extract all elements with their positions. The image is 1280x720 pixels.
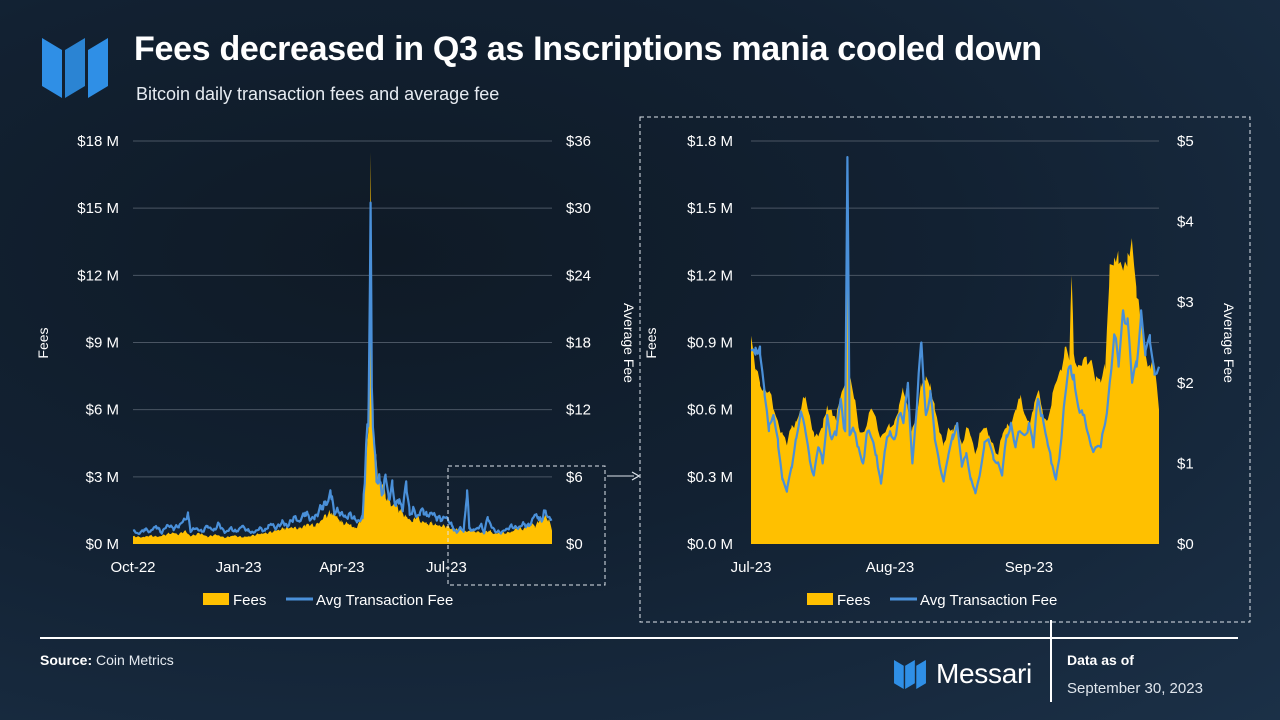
y2-tick-label: $36 [566, 133, 591, 150]
x-tick-label: Sep-23 [1005, 559, 1053, 576]
y-tick-label: $12 M [77, 267, 119, 284]
x-tick-label: Oct-22 [110, 559, 155, 576]
y-tick-label: $1.2 M [687, 267, 733, 284]
brand: Messari [894, 658, 1032, 690]
y2-axis-title: Average Fee [1221, 303, 1237, 383]
x-tick-label: Jan-23 [216, 559, 262, 576]
y2-tick-label: $0 [566, 536, 583, 553]
y2-tick-label: $4 [1177, 214, 1194, 231]
y-tick-label: $18 M [77, 133, 119, 150]
y-tick-label: $0.3 M [687, 469, 733, 486]
avg-fee-line [750, 156, 1161, 495]
source-value: Coin Metrics [96, 652, 174, 668]
brand-name: Messari [936, 658, 1032, 689]
y-tick-label: $0.9 M [687, 335, 733, 352]
legend-fees-swatch [203, 593, 229, 605]
zoom-region-box [447, 465, 606, 586]
messari-logo-icon [42, 38, 108, 98]
y2-axis-title: Average Fee [621, 303, 637, 383]
footer-divider-line [40, 637, 1238, 639]
page-subtitle: Bitcoin daily transaction fees and avera… [136, 84, 500, 104]
y2-tick-label: $24 [566, 267, 591, 284]
source-label: Source: [40, 652, 93, 668]
fees-area [751, 158, 1159, 544]
y2-tick-label: $0 [1177, 536, 1194, 553]
y-tick-label: $15 M [77, 200, 119, 217]
y-tick-label: $0.6 M [687, 402, 733, 419]
x-tick-label: Jul-23 [731, 559, 772, 576]
legend-avg-fee-label: Avg Transaction Fee [316, 592, 453, 609]
y2-tick-label: $6 [566, 469, 583, 486]
y2-tick-label: $5 [1177, 133, 1194, 150]
legend-avg-fee-label: Avg Transaction Fee [920, 592, 1057, 609]
y-tick-label: $1.5 M [687, 200, 733, 217]
data-as-of-label: Data as of [1067, 652, 1134, 668]
y2-tick-label: $12 [566, 402, 591, 419]
x-tick-label: Apr-23 [319, 559, 364, 576]
legend-fees-label: Fees [837, 592, 870, 609]
y2-tick-label: $3 [1177, 294, 1194, 311]
zoom-arrow-head-icon [631, 471, 641, 481]
x-tick-label: Aug-23 [866, 559, 914, 576]
y-tick-label: $0 M [86, 536, 119, 553]
y-axis-title: Fees [35, 327, 51, 358]
y-axis-title: Fees [643, 327, 659, 358]
x-tick-label: Jul-23 [426, 559, 467, 576]
messari-brand-icon [894, 659, 926, 689]
legend-fees-label: Fees [233, 592, 266, 609]
y-tick-label: $0.0 M [687, 536, 733, 553]
legend-fees-swatch [807, 593, 833, 605]
data-as-of-date: September 30, 2023 [1067, 680, 1203, 697]
page-title: Fees decreased in Q3 as Inscriptions man… [134, 30, 1042, 68]
y-tick-label: $6 M [86, 402, 119, 419]
y-tick-label: $9 M [86, 335, 119, 352]
zoom-panel-box [639, 116, 1251, 623]
y2-tick-label: $30 [566, 200, 591, 217]
y-tick-label: $3 M [86, 469, 119, 486]
avg-fee-line [132, 201, 553, 535]
y2-tick-label: $2 [1177, 375, 1194, 392]
footer-vertical-divider [1050, 620, 1052, 702]
y-tick-label: $1.8 M [687, 133, 733, 150]
y2-tick-label: $18 [566, 335, 591, 352]
source-note: Source: Coin Metrics [40, 652, 174, 668]
y2-tick-label: $1 [1177, 455, 1194, 472]
